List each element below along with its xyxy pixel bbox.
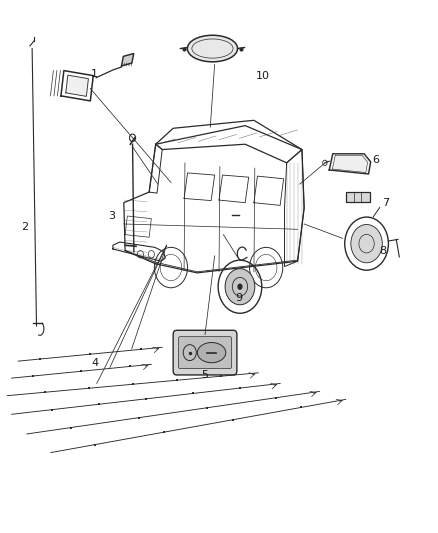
FancyBboxPatch shape [173,330,237,375]
Polygon shape [121,53,134,66]
Text: 4: 4 [91,358,98,368]
Polygon shape [66,75,88,96]
Circle shape [225,269,255,305]
Circle shape [237,284,243,290]
Ellipse shape [198,343,226,363]
Text: 6: 6 [372,155,379,165]
Text: 8: 8 [379,246,386,255]
Ellipse shape [187,35,237,62]
Circle shape [351,224,382,263]
FancyBboxPatch shape [346,192,370,201]
Text: 7: 7 [382,198,389,208]
Polygon shape [329,154,371,174]
Text: 2: 2 [21,222,28,232]
Text: 3: 3 [109,211,116,221]
FancyBboxPatch shape [178,337,232,368]
Text: 5: 5 [201,370,208,381]
Text: 1: 1 [91,69,98,79]
Text: 9: 9 [235,293,242,303]
Text: 10: 10 [256,71,270,81]
